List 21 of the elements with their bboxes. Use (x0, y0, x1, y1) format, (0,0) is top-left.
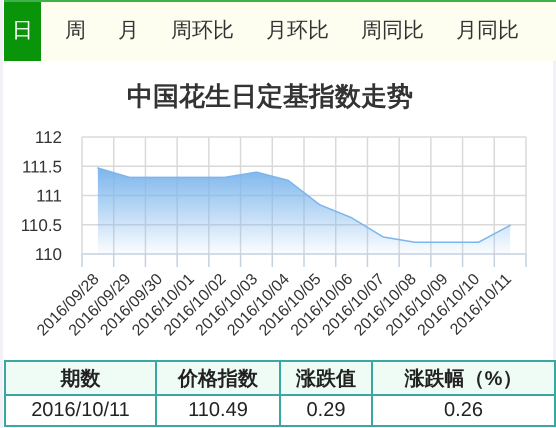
table-header-cell: 期数 (5, 361, 156, 395)
tab-label: 周环比 (171, 19, 234, 42)
y-tick-label: 111 (36, 186, 62, 206)
table-cell: 110.49 (156, 395, 280, 426)
tab-label: 月 (118, 19, 139, 42)
tab-label: 月同比 (456, 19, 519, 42)
y-tick-label: 110 (34, 245, 62, 264)
table-header-cell: 价格指数 (156, 361, 280, 395)
y-tick-label: 110.5 (20, 216, 62, 235)
table-cell: 0.29 (280, 395, 372, 426)
table-header-cell: 涨跌幅（%） (372, 361, 555, 395)
tab-label: 周 (65, 19, 86, 42)
chart-title: 中国花生日定基指数走势 (127, 81, 413, 111)
y-tick-label: 111.5 (22, 157, 62, 176)
table-cell: 2016/10/11 (5, 395, 156, 426)
tab-label: 周同比 (361, 19, 424, 42)
table-header-cell: 涨跌值 (280, 361, 372, 395)
tab-label: 日 (12, 19, 33, 42)
y-tick-label: 112 (34, 128, 62, 147)
table-cell: 0.26 (372, 395, 555, 426)
tab-label: 月环比 (266, 19, 329, 42)
